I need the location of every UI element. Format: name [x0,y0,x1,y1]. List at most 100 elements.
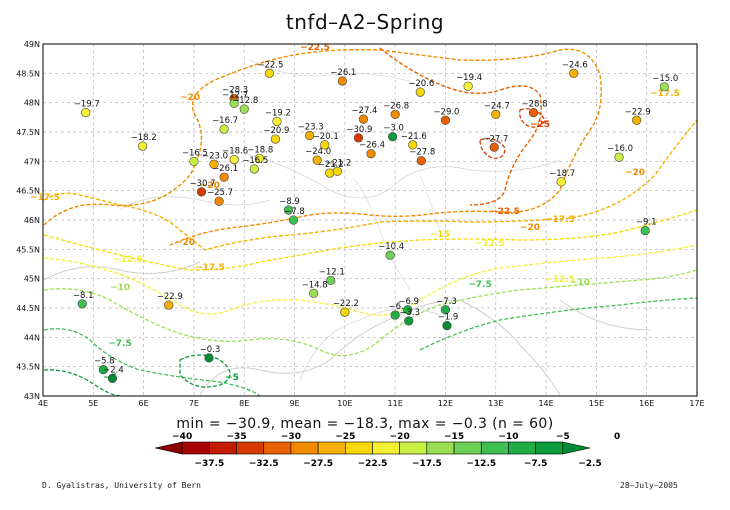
station-value-label: −19.4 [456,73,482,83]
station-value-label: −27.7 [482,134,508,144]
contour-label: −20 [520,223,540,233]
station-value-label: −18.7 [549,169,575,179]
station-marker [388,132,398,142]
station-value-label: −20.9 [263,126,289,136]
station-value-label: −21.2 [325,158,351,168]
lat-tick-label: 45.5N [16,245,40,254]
station-value-label: −22.2 [333,299,359,309]
contour-label: −12.5 [113,255,143,265]
colorbar-label-lower: −37.5 [195,459,225,469]
lat-tick-label: 49N [24,40,40,49]
lon-tick-label: 4E [38,399,48,408]
grid [43,44,697,396]
colorbar-label-upper: −20 [390,432,410,442]
lat-tick-label: 46N [24,216,40,225]
station-marker [416,156,426,166]
station-value-label: −1.9 [438,313,459,323]
station-marker [415,87,425,97]
station-value-label: −7.8 [284,207,305,217]
station-marker [229,154,239,165]
contour-line [43,297,697,396]
colorbar-label-lower: −7.5 [524,459,547,469]
station-value-label: −22.9 [157,292,183,302]
station-marker [659,82,669,92]
colorbar-segment [263,441,292,455]
contour-label: −17.5 [545,215,575,225]
contour-line [43,269,697,357]
contour-label: −15 [430,230,450,240]
station-value-label: −22.5 [257,60,283,70]
colorbar-arrow-right [562,441,591,455]
station-marker [305,130,315,141]
station-marker [385,250,395,260]
lon-tick-label: 14E [538,399,553,408]
lon-tick-label: 11E [388,399,403,408]
station-marker [353,133,364,143]
station-value-label: −6.9 [398,297,419,307]
station-marker [463,81,473,91]
colorbar-segment [508,441,536,455]
station-value-label: −20.1 [313,132,339,142]
author-credit: D. Gyalistras, University of Bern [42,481,201,490]
contour-label: −7.5 [108,339,131,349]
colorbar-segment [181,441,210,455]
lon-tick-label: 6E [139,399,149,408]
station-marker [196,187,207,197]
station-value-label: −16.0 [607,144,633,154]
station-marker [614,152,624,162]
colorbar-segment [209,441,237,455]
station-marker [77,299,87,309]
lat-tick-label: 48N [24,99,40,108]
map-title: tnfd–A2–Spring [285,10,445,34]
contour-line [169,48,602,246]
station-value-label: −22.9 [625,107,651,117]
contour-line [43,119,697,251]
station-marker [138,141,148,151]
station-value-label: −3.3 [399,308,420,318]
station-value-label: −9.1 [636,218,657,228]
colorbar-label-lower: −32.5 [249,459,279,469]
colorbar-label-upper: −5 [556,432,570,442]
station-marker [337,76,347,86]
lon-tick-label: 16E [639,399,654,408]
station-value-label: −0.3 [200,345,221,355]
colorbar-label-upper: −40 [172,432,192,442]
station-value-label: −24.7 [484,101,510,111]
lon-tick-label: 13E [488,399,503,408]
station-value-label: −12.8 [232,96,258,106]
contour-line [43,354,231,396]
station-value-label: −12.1 [319,267,345,277]
station-value-label: −26.1 [330,68,356,78]
station-value-label: −2.4 [103,365,124,375]
station-marker [640,225,650,236]
station-marker [164,300,174,310]
station-marker [283,205,294,215]
station-value-label: −27.8 [409,148,435,158]
contour-label: −20 [625,168,645,178]
station-value-label: −28.3 [222,86,248,96]
station-marker [264,68,274,78]
station-marker [358,114,369,124]
station-marker [219,124,229,134]
colorbar-label-upper: −10 [498,432,518,442]
contour-label: −17.5 [195,263,225,273]
station-marker [239,104,249,114]
station-marker [408,140,418,150]
colorbar-segment [317,441,346,455]
station-value-label: −14.8 [302,280,328,290]
station-marker [366,149,376,159]
lat-tick-label: 43.5N [16,363,40,372]
station-value-label: −28.8 [521,100,547,110]
station-marker [214,196,224,206]
station-marker [489,142,499,152]
colorbar-segment [236,441,265,455]
contour-line [43,209,697,271]
colorbar-label-upper: −25 [335,432,355,442]
station-value-label: −21.6 [401,132,427,142]
station-value-label: −23.0 [202,151,228,161]
station-value-label: −24.6 [562,60,588,70]
lon-tick-label: 10E [337,399,352,408]
colorbar-label-upper: −35 [227,432,247,442]
station-marker [204,353,214,363]
station-value-label: −26.8 [383,101,409,111]
